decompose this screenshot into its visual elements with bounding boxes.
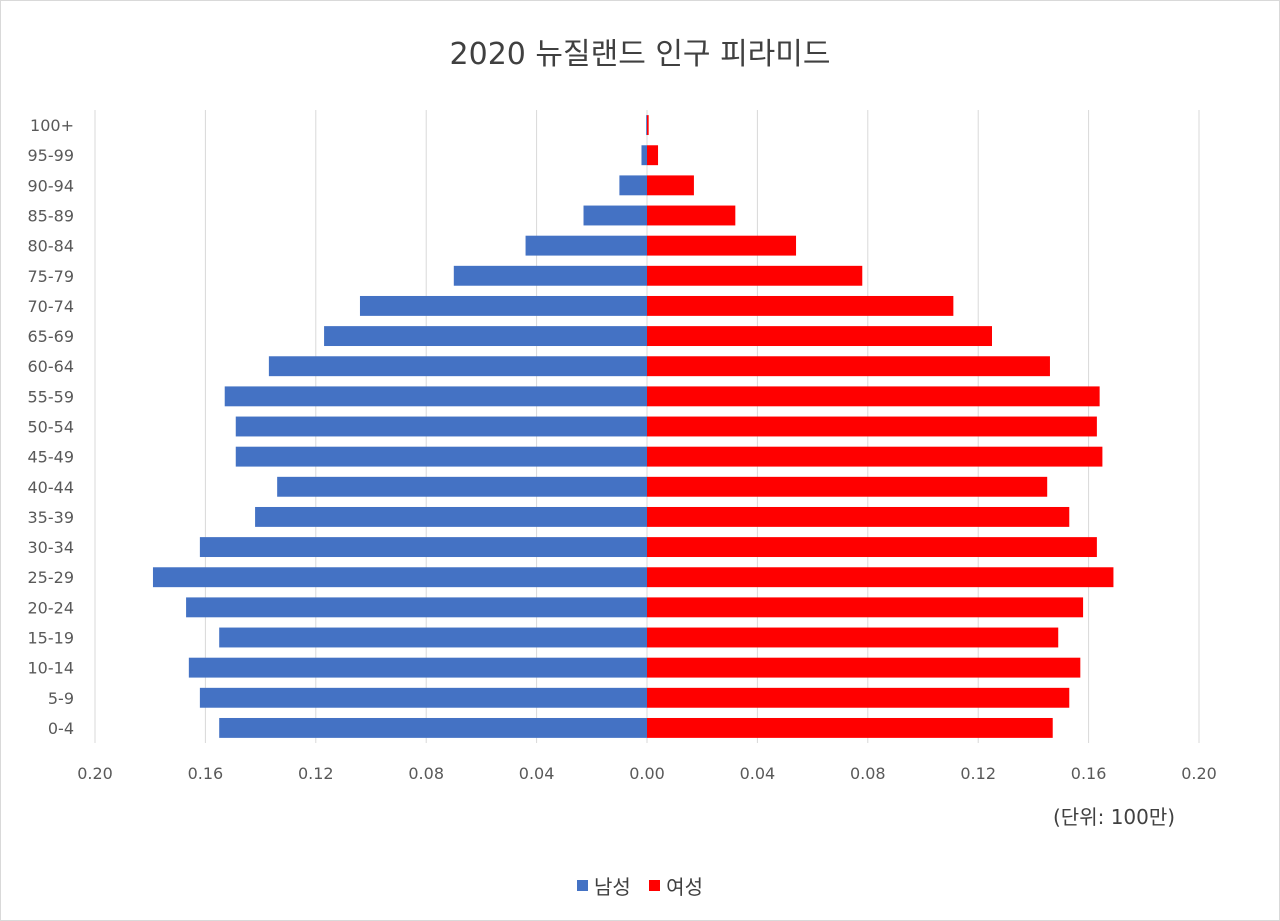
bar-male-50-54 (235, 416, 647, 437)
bar-female-60-64 (647, 356, 1050, 377)
bar-female-20-24 (647, 597, 1084, 618)
bar-female-15-19 (647, 627, 1059, 648)
bar-female-50-54 (647, 416, 1097, 437)
category-label-55-59: 55-59 (28, 387, 75, 406)
bars (152, 115, 1114, 738)
bar-female-70-74 (647, 295, 954, 316)
bar-female-40-44 (647, 476, 1048, 497)
category-label-80-84: 80-84 (28, 237, 75, 256)
legend-swatch-female (649, 880, 661, 891)
bar-male-60-64 (268, 356, 647, 377)
bar-male-5-9 (199, 687, 647, 708)
legend-item-male: 남성 (577, 871, 631, 900)
x-tick-label-1: 0.16 (188, 764, 224, 783)
category-label-90-94: 90-94 (28, 176, 75, 195)
bar-male-30-34 (199, 537, 647, 558)
bar-female-25-29 (647, 567, 1114, 588)
category-label-0-4: 0-4 (48, 719, 74, 738)
category-label-15-19: 15-19 (28, 629, 75, 648)
x-tick-label-7: 0.08 (850, 764, 886, 783)
bar-male-80-84 (525, 235, 647, 256)
bar-female-80-84 (647, 235, 797, 256)
bar-male-75-79 (453, 265, 647, 286)
category-label-50-54: 50-54 (28, 418, 75, 437)
legend: 남성 여성 (1, 871, 1279, 900)
bar-female-30-34 (647, 537, 1097, 558)
legend-label-female: 여성 (666, 875, 703, 899)
value-axis-labels: 0.20 0.16 0.12 0.08 0.04 0.00 0.04 0.08 0.12 0.16… (77, 764, 1217, 783)
bar-male-40-44 (277, 476, 647, 497)
x-tick-label-10: 0.20 (1181, 764, 1217, 783)
bar-male-0-4 (219, 717, 647, 738)
category-label-65-69: 65-69 (28, 327, 75, 346)
bar-male-70-74 (359, 295, 647, 316)
bar-male-90-94 (619, 175, 647, 196)
x-tick-label-3: 0.08 (408, 764, 444, 783)
x-tick-label-9: 0.16 (1071, 764, 1107, 783)
category-label-35-39: 35-39 (28, 508, 75, 527)
x-tick-label-2: 0.12 (298, 764, 334, 783)
bar-female-65-69 (647, 326, 992, 347)
category-label-45-49: 45-49 (28, 448, 75, 467)
legend-label-male: 남성 (594, 875, 631, 899)
category-label-10-14: 10-14 (28, 659, 75, 678)
bar-female-100+ (647, 115, 649, 136)
bar-male-85-89 (583, 205, 647, 226)
category-label-30-34: 30-34 (28, 538, 75, 557)
category-label-100+: 100+ (30, 116, 74, 135)
legend-swatch-male (577, 880, 588, 891)
category-label-60-64: 60-64 (28, 357, 75, 376)
category-label-70-74: 70-74 (28, 297, 75, 316)
bar-male-15-19 (219, 627, 647, 648)
legend-item-female: 여성 (649, 871, 703, 900)
bar-female-10-14 (647, 657, 1081, 678)
bar-male-65-69 (324, 326, 647, 347)
bar-male-20-24 (186, 597, 647, 618)
category-label-40-44: 40-44 (28, 478, 75, 497)
bar-female-55-59 (647, 386, 1100, 407)
category-label-25-29: 25-29 (28, 568, 75, 587)
bar-male-100+ (646, 115, 647, 136)
bar-female-45-49 (647, 446, 1103, 467)
unit-note: (단위: 100만) (1053, 805, 1176, 829)
category-label-5-9: 5-9 (48, 689, 74, 708)
bar-female-90-94 (647, 175, 694, 196)
bar-female-5-9 (647, 687, 1070, 708)
bar-male-25-29 (152, 567, 647, 588)
bar-female-35-39 (647, 506, 1070, 527)
bar-female-95-99 (647, 145, 659, 166)
category-label-85-89: 85-89 (28, 207, 75, 226)
x-tick-label-4: 0.04 (519, 764, 555, 783)
x-tick-label-0: 0.20 (77, 764, 113, 783)
category-label-75-79: 75-79 (28, 267, 75, 286)
x-tick-label-8: 0.12 (960, 764, 996, 783)
category-axis-labels: 0-4 5-9 10-14 15-19 20-24 25-29 30-34 35-39 40-4… (28, 116, 75, 738)
chart-title: 2020 뉴질랜드 인구 피라미드 (449, 37, 831, 72)
category-label-95-99: 95-99 (28, 146, 75, 165)
bar-male-10-14 (188, 657, 647, 678)
bar-male-55-59 (224, 386, 647, 407)
category-label-20-24: 20-24 (28, 598, 75, 617)
bar-male-35-39 (255, 506, 647, 527)
bar-male-45-49 (235, 446, 647, 467)
bar-female-0-4 (647, 717, 1053, 738)
bar-female-85-89 (647, 205, 736, 226)
bar-male-95-99 (641, 145, 647, 166)
x-tick-label-6: 0.04 (740, 764, 776, 783)
x-tick-label-5: 0.00 (629, 764, 665, 783)
bar-female-75-79 (647, 265, 863, 286)
